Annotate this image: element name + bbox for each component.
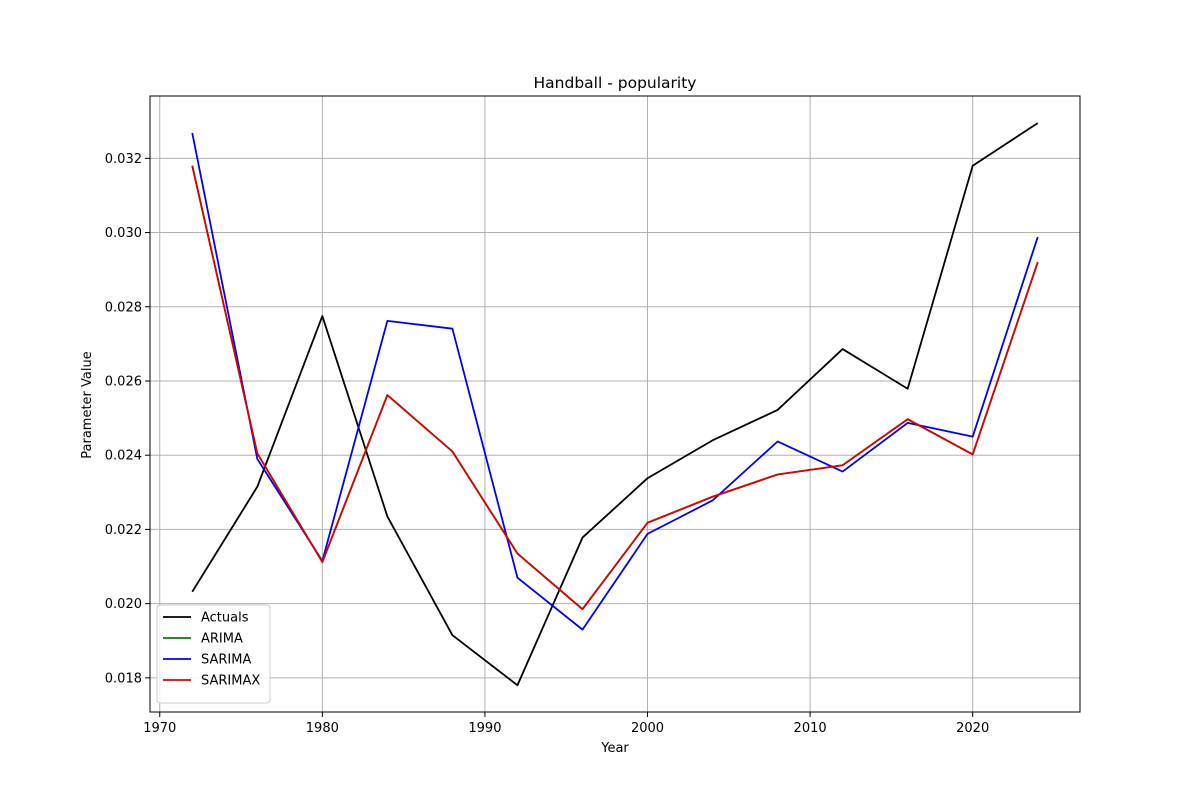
x-tick-label: 1990	[468, 721, 501, 736]
y-tick-label: 0.020	[105, 597, 142, 612]
y-axis-title: Parameter Value	[80, 351, 95, 458]
legend-label-arima: ARIMA	[201, 632, 243, 647]
legend: Actuals ARIMA SARIMA SARIMAX	[156, 604, 271, 704]
y-tick-label: 0.028	[105, 300, 142, 315]
y-tick-label: 0.024	[105, 449, 142, 464]
chart-title: Handball - popularity	[534, 74, 697, 92]
legend-label-actuals: Actuals	[201, 611, 249, 626]
series-lines	[191, 122, 1039, 687]
plot-area-frame	[149, 95, 1081, 713]
x-tick-label: 2010	[794, 721, 827, 736]
x-tick-label: 1970	[143, 721, 176, 736]
y-tick-label: 0.018	[105, 671, 142, 686]
y-tick-label: 0.022	[105, 523, 142, 538]
series-line-sarima	[191, 132, 1039, 631]
y-tick-label: 0.026	[105, 374, 142, 389]
x-axis-title: Year	[600, 741, 629, 756]
series-line-actuals	[191, 122, 1039, 687]
x-axis-ticks: 1970 1980 1990 2000 2010 2020	[143, 712, 989, 736]
y-tick-label: 0.030	[105, 226, 142, 241]
grid	[150, 96, 1080, 712]
legend-label-sarima: SARIMA	[201, 653, 251, 668]
x-tick-label: 2020	[956, 721, 989, 736]
legend-label-sarimax: SARIMAX	[201, 674, 260, 689]
x-tick-label: 2000	[631, 721, 664, 736]
series-line-sarimax	[191, 165, 1039, 611]
y-tick-label: 0.032	[105, 152, 142, 167]
x-tick-label: 1980	[306, 721, 339, 736]
y-axis-ticks: 0.018 0.020 0.022 0.024 0.026 0.028 0.030 0.032	[105, 152, 150, 686]
legend-box	[156, 604, 271, 704]
